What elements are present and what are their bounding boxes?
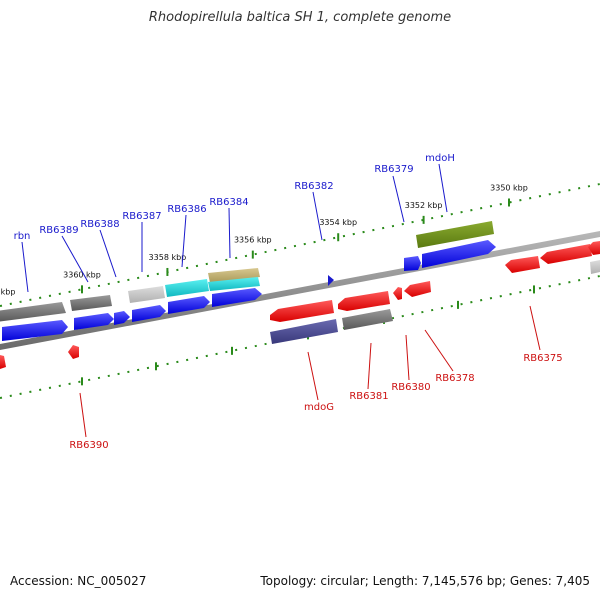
forward-scale-line (0, 183, 600, 307)
gene-rb6387[interactable] (128, 286, 165, 303)
label-mdog[interactable]: mdoG (304, 402, 334, 413)
label-rb6384[interactable]: RB6384 (209, 197, 248, 208)
label-rb6378[interactable]: RB6378 (435, 373, 474, 384)
map-title: Rhodopirellula baltica SH 1, complete ge… (148, 10, 452, 25)
gene-rb6384[interactable] (208, 268, 260, 283)
gene-mdog-b[interactable] (270, 319, 338, 344)
scale-tick-label: 3358 kbp (149, 253, 187, 262)
gene-rb6386b[interactable] (168, 296, 210, 314)
reverse-genes-lower (270, 260, 600, 344)
scale-tick-labels: 3350 kbp 3352 kbp 3354 kbp 3356 kbp 3358 kbp… (0, 184, 528, 297)
reverse-gene-labels: RB6390 mdoG RB6381 RB6380 RB6378 RB6375 (69, 353, 562, 451)
scale-tick-label: 3356 kbp (234, 236, 272, 245)
accession-text: Accession: NC_005027 (10, 574, 147, 588)
label-rb6389[interactable]: RB6389 (39, 225, 78, 236)
label-rb6390[interactable]: RB6390 (69, 440, 108, 451)
gene-rb6389[interactable] (70, 295, 112, 311)
gene-rb6384-lower[interactable] (208, 277, 260, 291)
gene-rb6381-b[interactable] (342, 309, 393, 330)
gene-rb6384b[interactable] (212, 288, 262, 307)
label-rbn[interactable]: rbn (14, 231, 31, 242)
label-rb6382[interactable]: RB6382 (294, 181, 333, 192)
gene-rb6386[interactable] (165, 279, 209, 297)
gene-rb6380[interactable] (393, 287, 402, 300)
gene-rb6375[interactable] (505, 256, 540, 273)
gene-rb6382[interactable] (328, 275, 334, 286)
reverse-scale-line (0, 275, 600, 399)
gene-mdoh[interactable] (416, 221, 494, 248)
reverse-genes-upper (0, 241, 600, 369)
forward-genes-lower (2, 240, 496, 341)
gene-rb6390-fwd[interactable] (2, 320, 68, 341)
label-rb6375[interactable]: RB6375 (523, 353, 562, 364)
gene-rb6388b[interactable] (114, 311, 130, 325)
gene-rb6388[interactable] (74, 313, 114, 330)
gene-rb6387b[interactable] (132, 305, 166, 322)
scale-tick-label: 3350 kbp (490, 184, 528, 193)
gene-rb6378[interactable] (404, 281, 431, 297)
label-rb6380[interactable]: RB6380 (391, 382, 430, 393)
gene-mdog[interactable] (270, 300, 334, 322)
gene-rb6374[interactable] (540, 244, 592, 264)
label-rb6386[interactable]: RB6386 (167, 204, 206, 215)
label-rb6381[interactable]: RB6381 (349, 391, 388, 402)
scale-tick-label: 3360 kbp (63, 270, 101, 279)
gene-rb6390-rev[interactable] (0, 355, 6, 369)
label-leaders (21, 163, 541, 438)
gene-mdoh-fwd[interactable] (422, 240, 496, 268)
gene-rb6391[interactable] (68, 345, 79, 359)
scale-tick-label: 3352 kbp (405, 201, 443, 210)
scale-tick-label: 3362 kbp (0, 288, 15, 297)
label-rb6388[interactable]: RB6388 (80, 219, 119, 230)
forward-gene-labels: rbn RB6389 RB6388 RB6387 RB6386 RB6384 R… (14, 153, 455, 242)
gene-rb6379[interactable] (404, 256, 421, 271)
gene-rb6373-b[interactable] (590, 260, 600, 274)
label-rb6379[interactable]: RB6379 (374, 164, 413, 175)
gene-rbn[interactable] (0, 302, 66, 322)
label-mdoh[interactable]: mdoH (425, 153, 455, 164)
forward-genes-upper (0, 221, 494, 322)
genome-summary-text: Topology: circular; Length: 7,145,576 bp… (260, 574, 590, 588)
gene-rb6381[interactable] (338, 291, 390, 311)
scale-tick-label: 3354 kbp (319, 218, 357, 227)
label-rb6387[interactable]: RB6387 (122, 211, 161, 222)
gene-rb6373[interactable] (588, 241, 600, 255)
